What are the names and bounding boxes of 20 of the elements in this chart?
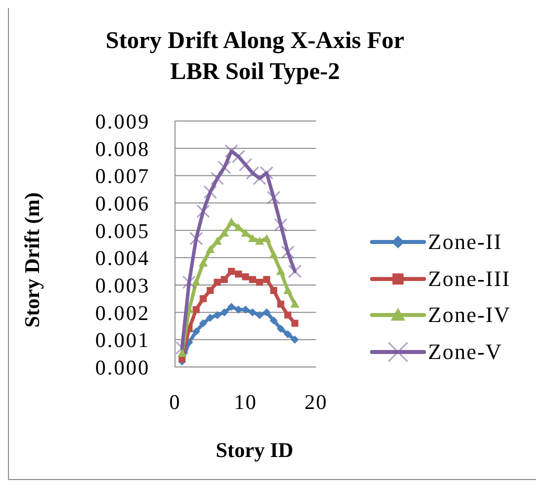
x-tick-label: 10 bbox=[234, 390, 257, 414]
y-tick-label: 0.002 bbox=[95, 300, 150, 325]
y-tick-label: 0.005 bbox=[95, 218, 150, 243]
x-axis-title: Story ID bbox=[216, 438, 294, 462]
legend-label: Zone-IV bbox=[428, 302, 511, 328]
y-tick-label: 0.003 bbox=[95, 273, 150, 298]
legend-label: Zone-II bbox=[428, 229, 502, 256]
y-axis-title: Story Drift (m) bbox=[20, 192, 44, 328]
x-tick-label: 20 bbox=[304, 390, 328, 414]
chart-title: Story Drift Along X-Axis For LBR Soil Type-2 bbox=[104, 27, 406, 87]
y-tick-label: 0.000 bbox=[95, 355, 150, 380]
y-tick-label: 0.007 bbox=[95, 164, 150, 188]
y-tick-label: 0.006 bbox=[95, 191, 150, 216]
y-tick-label: 0.009 bbox=[95, 109, 150, 134]
legend-label: Zone-V bbox=[428, 338, 502, 365]
x-tick-label: 0 bbox=[169, 390, 181, 414]
y-tick-label: 0.004 bbox=[95, 246, 150, 270]
legend-label: Zone-III bbox=[428, 266, 511, 292]
y-tick-label: 0.008 bbox=[95, 136, 150, 161]
y-tick-label: 0.001 bbox=[95, 328, 150, 352]
